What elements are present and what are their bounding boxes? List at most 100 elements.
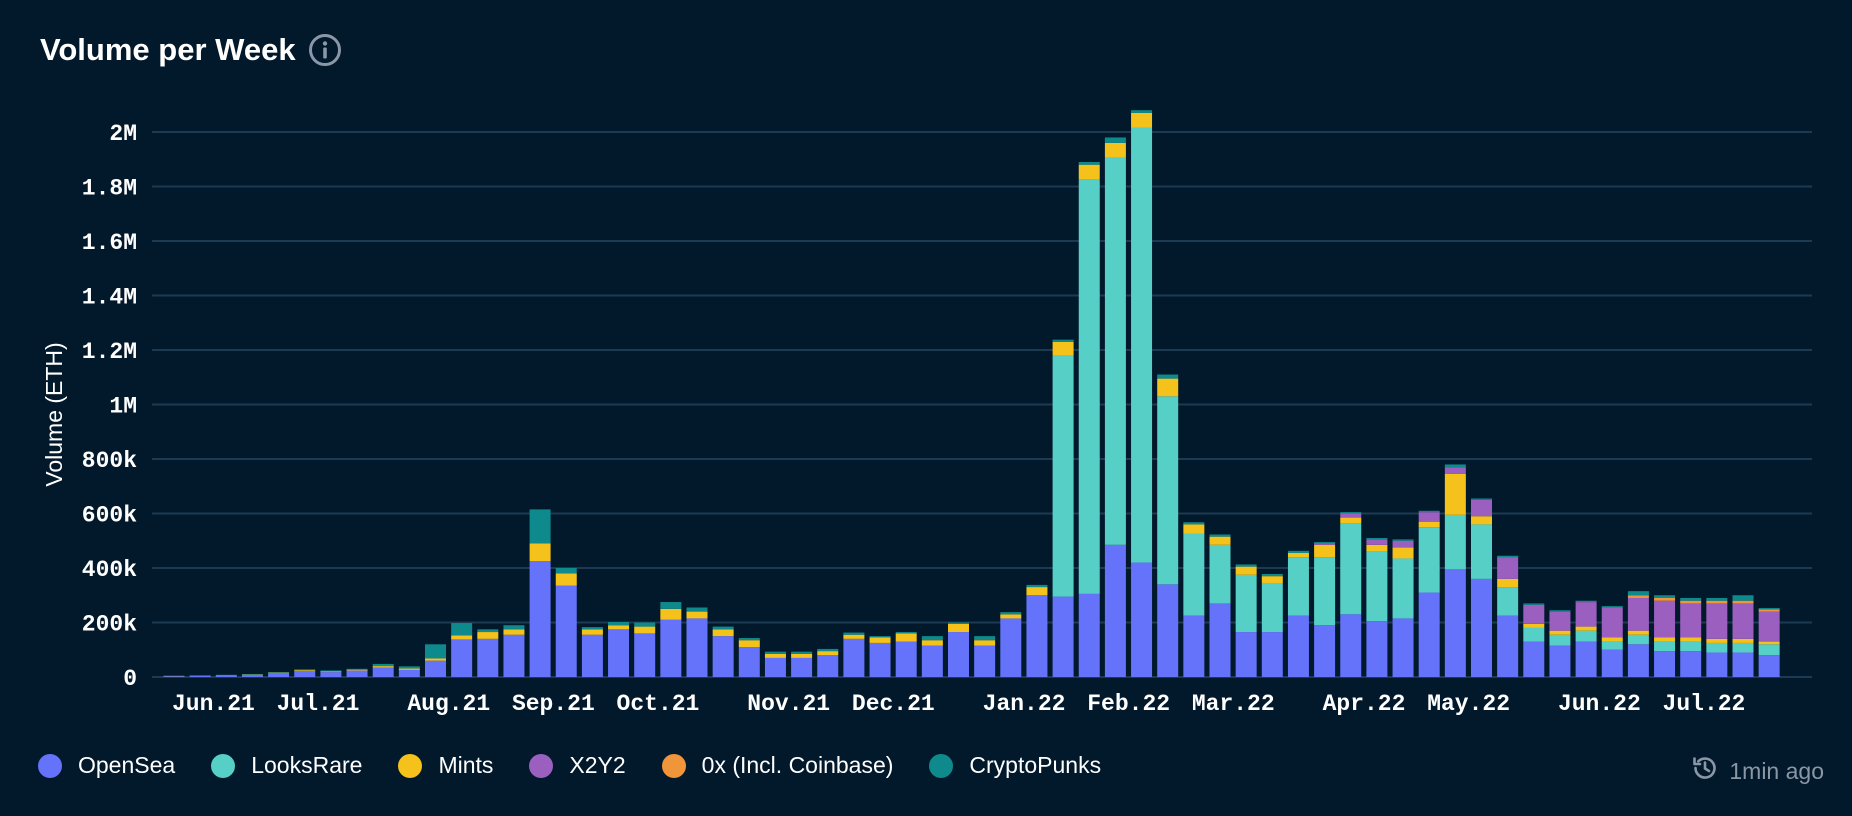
bar-segment bbox=[1157, 378, 1179, 397]
bar-segment bbox=[1654, 595, 1676, 598]
y-tick-label: 1.8M bbox=[82, 176, 137, 202]
bar-segment bbox=[1392, 539, 1414, 541]
legend-item[interactable]: Mints bbox=[398, 752, 493, 779]
bar-segment bbox=[1183, 615, 1205, 677]
bar-segment bbox=[1183, 533, 1205, 616]
bar-segment bbox=[791, 657, 813, 677]
bar-segment bbox=[1627, 630, 1649, 635]
bar-segment bbox=[1209, 536, 1231, 545]
bar-segment bbox=[1392, 547, 1414, 559]
bar-segment bbox=[1680, 600, 1702, 604]
info-icon[interactable] bbox=[308, 33, 342, 67]
bar-segment bbox=[372, 666, 394, 668]
bar-segment bbox=[1627, 634, 1649, 645]
bar-segment bbox=[555, 585, 577, 677]
bar-segment bbox=[1654, 600, 1676, 638]
y-tick-label: 1.4M bbox=[82, 285, 137, 311]
bar-segment bbox=[660, 608, 682, 620]
bar-segment bbox=[1366, 551, 1388, 622]
bar-segment bbox=[1052, 339, 1074, 342]
legend-item[interactable]: 0x (Incl. Coinbase) bbox=[661, 752, 893, 779]
bar-segment bbox=[1575, 602, 1597, 627]
bar-segment bbox=[503, 634, 525, 677]
bar-segment bbox=[895, 641, 917, 677]
bar-segment bbox=[1601, 641, 1623, 650]
bar-segment bbox=[1549, 610, 1571, 612]
bar-segment bbox=[1235, 564, 1257, 567]
bar-segment bbox=[974, 636, 996, 641]
bar-segment bbox=[738, 638, 760, 641]
bar-segment bbox=[921, 645, 943, 677]
bar-segment bbox=[1497, 587, 1519, 616]
bar-segment bbox=[346, 670, 368, 677]
bar-segment bbox=[1627, 644, 1649, 677]
bar-segment bbox=[372, 663, 394, 667]
bar-segment bbox=[634, 633, 656, 677]
bar-segment bbox=[1549, 645, 1571, 677]
bar-segment bbox=[1575, 641, 1597, 677]
bar-segment bbox=[1078, 179, 1100, 594]
volume-chart: 0 200k 400k 600k 800k 1M 1.2M 1.4M 1.6M 1.8M 2M Vol… bbox=[41, 110, 1812, 717]
bar-segment bbox=[425, 658, 446, 661]
bar-segment bbox=[660, 602, 682, 609]
legend-swatch bbox=[398, 753, 423, 778]
chart-legend: OpenSea LooksRare Mints X2Y2 0x (Incl. Coinb… bbox=[38, 752, 1137, 779]
bar-segment bbox=[555, 573, 577, 586]
bar-segment bbox=[921, 640, 943, 646]
bar-segment bbox=[1000, 612, 1022, 615]
bar-segment bbox=[555, 568, 577, 574]
refresh-clock-icon[interactable] bbox=[1691, 754, 1719, 788]
bar-segment bbox=[843, 632, 865, 635]
bar-segment bbox=[1209, 534, 1231, 537]
y-tick-label: 1.2M bbox=[82, 339, 137, 365]
bar-segment bbox=[529, 561, 551, 677]
bar-segment bbox=[1392, 558, 1414, 619]
y-tick-label: 0 bbox=[123, 666, 137, 692]
legend-item[interactable]: LooksRare bbox=[211, 752, 362, 779]
legend-item[interactable]: CryptoPunks bbox=[929, 752, 1101, 779]
legend-label: OpenSea bbox=[78, 752, 176, 778]
bar-segment bbox=[817, 648, 839, 652]
bar-segment bbox=[1471, 498, 1492, 500]
bar-segment bbox=[1444, 467, 1466, 474]
bar-segment bbox=[1575, 600, 1597, 603]
bar-segment bbox=[1575, 630, 1597, 642]
bar-segment bbox=[346, 669, 368, 671]
bar-segment bbox=[1340, 614, 1362, 677]
bar-segment bbox=[1183, 522, 1205, 525]
bar-segment bbox=[1131, 127, 1153, 563]
legend-item[interactable]: OpenSea bbox=[38, 752, 175, 779]
bar-segment bbox=[686, 607, 708, 612]
bar-segment bbox=[451, 623, 473, 636]
bar-segment bbox=[1157, 374, 1179, 379]
bar-segment bbox=[1052, 341, 1074, 356]
bar-segment bbox=[1523, 604, 1545, 624]
legend-label: CryptoPunks bbox=[969, 752, 1102, 778]
bar-segment bbox=[712, 626, 734, 630]
bar-segment bbox=[686, 611, 708, 619]
legend-item[interactable]: X2Y2 bbox=[529, 752, 626, 779]
bar-segment bbox=[1366, 538, 1388, 540]
bar-segment bbox=[1131, 110, 1153, 113]
bar-segment bbox=[451, 635, 473, 640]
bar-segment bbox=[869, 642, 891, 677]
bar-segment bbox=[608, 621, 630, 626]
bar-segment bbox=[1706, 597, 1728, 601]
bar-segment bbox=[1654, 637, 1676, 642]
bar-segment bbox=[215, 675, 237, 677]
bar-segment bbox=[634, 622, 656, 627]
bar-segment bbox=[1418, 510, 1440, 513]
bar-segment bbox=[791, 653, 813, 658]
bar-segment bbox=[895, 632, 917, 634]
bar-segment bbox=[1026, 584, 1048, 588]
bar-segment bbox=[1366, 539, 1388, 545]
bar-segment bbox=[1104, 137, 1126, 143]
bar-segment bbox=[477, 632, 499, 639]
bar-segment bbox=[1627, 591, 1649, 596]
bar-segment bbox=[503, 629, 525, 635]
bar-segment bbox=[1366, 621, 1388, 677]
bar-segment bbox=[712, 636, 734, 678]
bar-segment bbox=[503, 625, 525, 630]
bar-segment bbox=[869, 636, 891, 638]
bar-segment bbox=[1078, 593, 1100, 677]
